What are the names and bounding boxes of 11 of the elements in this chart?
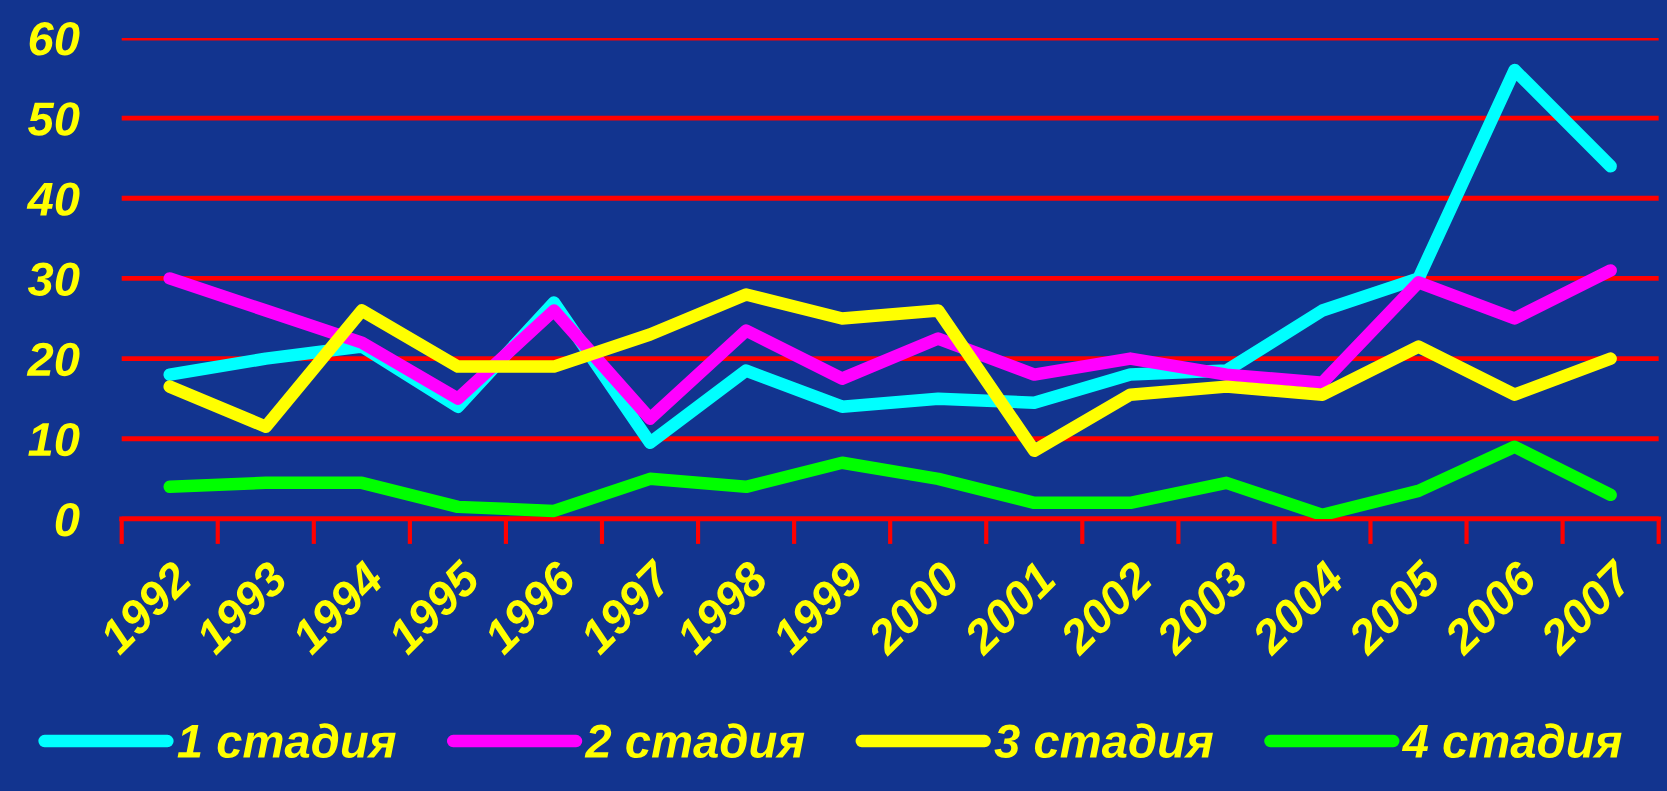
- legend-label: 2 стадия: [584, 723, 805, 759]
- y-tick-label: 0: [55, 503, 80, 537]
- legend-label: 4 стадия: [1401, 723, 1622, 759]
- y-tick-label: 50: [27, 102, 80, 136]
- y-tick-label: 60: [29, 22, 80, 56]
- y-tick-label: 10: [28, 422, 80, 457]
- legend-label: 3 стадия: [994, 723, 1213, 759]
- y-tick-label: 40: [26, 182, 80, 216]
- legend-label: 1 стадия: [177, 723, 396, 759]
- y-tick-label: 30: [27, 262, 80, 297]
- y-tick-label: 20: [26, 342, 80, 377]
